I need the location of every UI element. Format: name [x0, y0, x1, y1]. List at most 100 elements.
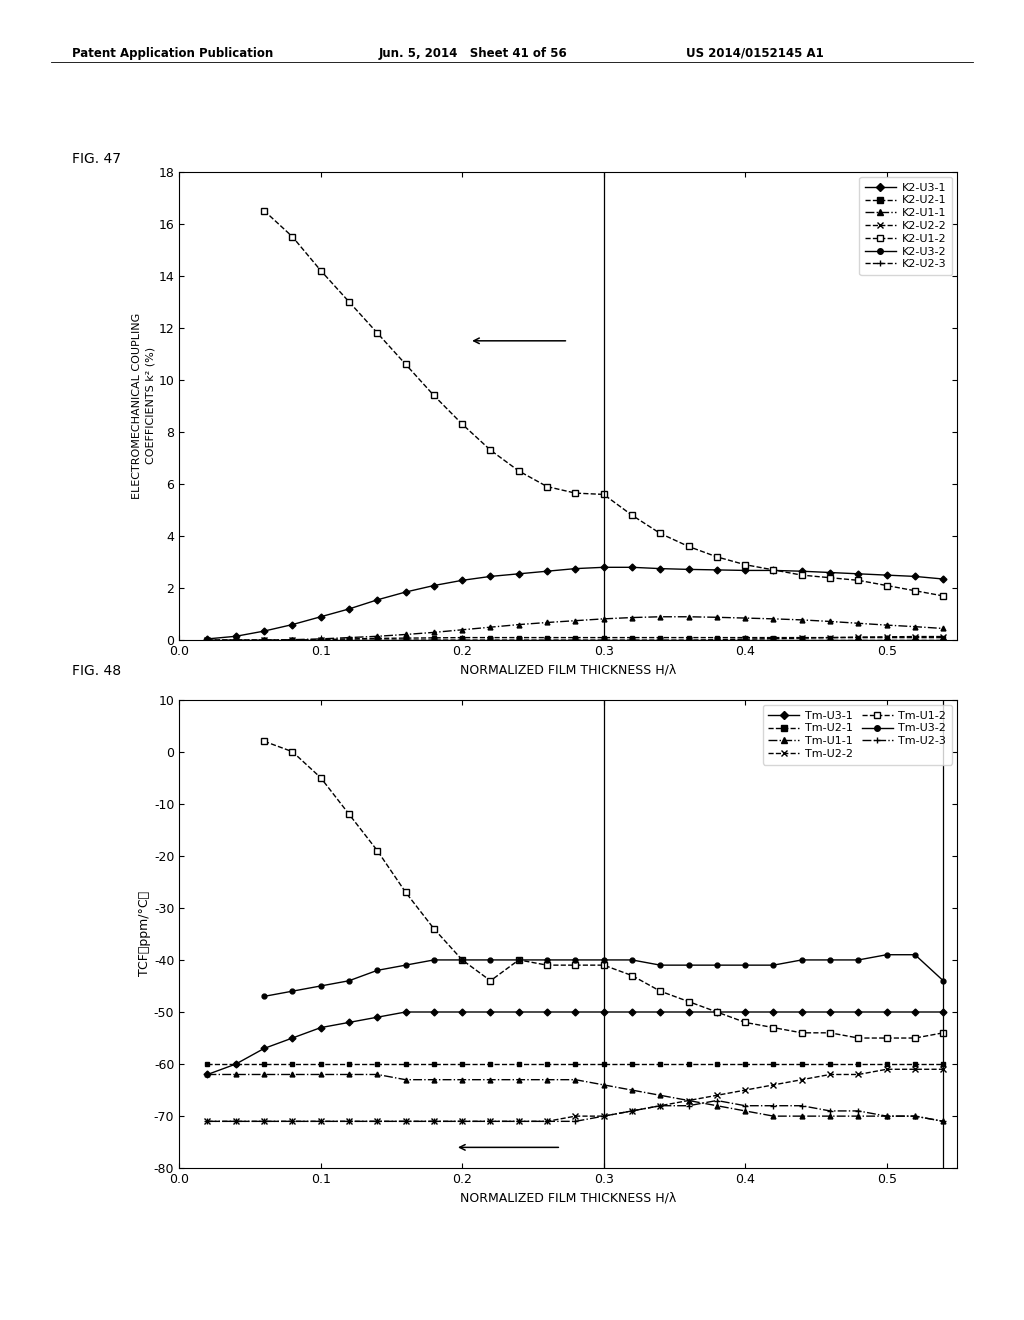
Tm-U2-3	[541, 1113, 553, 1129]
K2-U3-2	[909, 632, 922, 648]
K2-U2-1	[287, 632, 299, 648]
K2-U2-1	[881, 630, 893, 645]
K2-U2-2	[371, 632, 383, 648]
K2-U3-1	[258, 623, 270, 639]
Line: K2-U3-1: K2-U3-1	[205, 565, 946, 642]
Tm-U1-1	[937, 1113, 949, 1129]
K2-U3-2	[343, 632, 355, 648]
K2-U2-2	[626, 632, 638, 648]
Tm-U3-1	[428, 1005, 440, 1020]
K2-U2-2	[852, 630, 864, 645]
Tm-U2-2	[654, 1098, 667, 1114]
K2-U1-1	[202, 632, 214, 648]
Tm-U2-2	[371, 1113, 383, 1129]
K2-U1-1	[513, 616, 525, 632]
K2-U3-1	[541, 564, 553, 579]
K2-U2-1	[513, 630, 525, 645]
K2-U2-2	[824, 630, 837, 645]
K2-U1-1	[711, 610, 723, 626]
Tm-U2-3	[343, 1113, 355, 1129]
K2-U2-2	[343, 632, 355, 648]
K2-U2-2	[569, 632, 582, 648]
K2-U2-3	[484, 632, 497, 648]
K2-U1-1	[852, 615, 864, 631]
K2-U3-2	[428, 632, 440, 648]
K2-U1-1	[428, 624, 440, 640]
Tm-U1-2	[399, 884, 412, 900]
K2-U1-2	[287, 228, 299, 244]
Tm-U1-2	[314, 770, 327, 785]
Tm-U2-3	[371, 1113, 383, 1129]
Text: FIG. 48: FIG. 48	[72, 664, 121, 678]
K2-U1-2	[852, 573, 864, 589]
Tm-U3-1	[711, 1005, 723, 1020]
K2-U3-2	[937, 632, 949, 648]
Tm-U1-1	[513, 1072, 525, 1088]
K2-U2-1	[937, 630, 949, 645]
Tm-U3-2	[824, 952, 837, 968]
K2-U3-2	[881, 632, 893, 648]
Tm-U1-1	[767, 1109, 779, 1125]
Tm-U2-1	[541, 1056, 553, 1072]
K2-U3-2	[852, 632, 864, 648]
Tm-U2-1	[229, 1056, 242, 1072]
Tm-U2-2	[569, 1109, 582, 1125]
Tm-U2-3	[314, 1113, 327, 1129]
K2-U1-2	[541, 479, 553, 495]
K2-U1-2	[626, 507, 638, 523]
K2-U2-3	[287, 632, 299, 648]
Tm-U2-3	[258, 1113, 270, 1129]
K2-U1-2	[598, 487, 610, 503]
Tm-U1-1	[343, 1067, 355, 1082]
K2-U2-3	[428, 632, 440, 648]
Tm-U2-3	[937, 1113, 949, 1129]
Tm-U3-2	[456, 952, 468, 968]
K2-U2-2	[428, 632, 440, 648]
K2-U1-1	[343, 630, 355, 645]
Tm-U3-1	[569, 1005, 582, 1020]
Tm-U3-2	[682, 957, 694, 973]
K2-U1-1	[229, 632, 242, 648]
Tm-U3-1	[767, 1005, 779, 1020]
Tm-U1-1	[682, 1093, 694, 1109]
Tm-U1-2	[852, 1030, 864, 1045]
K2-U2-2	[796, 630, 808, 645]
Tm-U1-2	[258, 734, 270, 750]
Tm-U1-2	[654, 983, 667, 999]
Tm-U1-2	[484, 973, 497, 989]
Tm-U3-1	[314, 1019, 327, 1035]
Line: Tm-U2-2: Tm-U2-2	[205, 1067, 946, 1125]
K2-U1-2	[258, 203, 270, 219]
Tm-U2-1	[314, 1056, 327, 1072]
K2-U3-1	[569, 561, 582, 577]
Tm-U3-1	[909, 1005, 922, 1020]
Tm-U1-1	[569, 1072, 582, 1088]
Tm-U2-3	[909, 1109, 922, 1125]
Tm-U2-2	[343, 1113, 355, 1129]
K2-U1-1	[598, 611, 610, 627]
K2-U2-1	[569, 630, 582, 645]
Tm-U2-3	[881, 1109, 893, 1125]
K2-U3-1	[682, 561, 694, 577]
Tm-U3-2	[484, 952, 497, 968]
K2-U2-1	[711, 630, 723, 645]
K2-U3-2	[287, 632, 299, 648]
Tm-U3-1	[202, 1067, 214, 1082]
Tm-U3-1	[937, 1005, 949, 1020]
K2-U2-3	[937, 632, 949, 648]
Line: Tm-U1-1: Tm-U1-1	[205, 1072, 946, 1123]
K2-U2-2	[937, 628, 949, 644]
K2-U2-2	[739, 631, 752, 647]
K2-U1-1	[909, 619, 922, 635]
Tm-U1-2	[682, 994, 694, 1010]
K2-U1-2	[767, 562, 779, 578]
Tm-U3-1	[796, 1005, 808, 1020]
Tm-U1-2	[428, 921, 440, 937]
Tm-U2-2	[909, 1061, 922, 1077]
K2-U3-1	[909, 569, 922, 585]
Tm-U2-3	[711, 1093, 723, 1109]
K2-U1-2	[881, 578, 893, 594]
K2-U3-2	[711, 632, 723, 648]
K2-U1-1	[371, 628, 383, 644]
K2-U2-3	[626, 632, 638, 648]
